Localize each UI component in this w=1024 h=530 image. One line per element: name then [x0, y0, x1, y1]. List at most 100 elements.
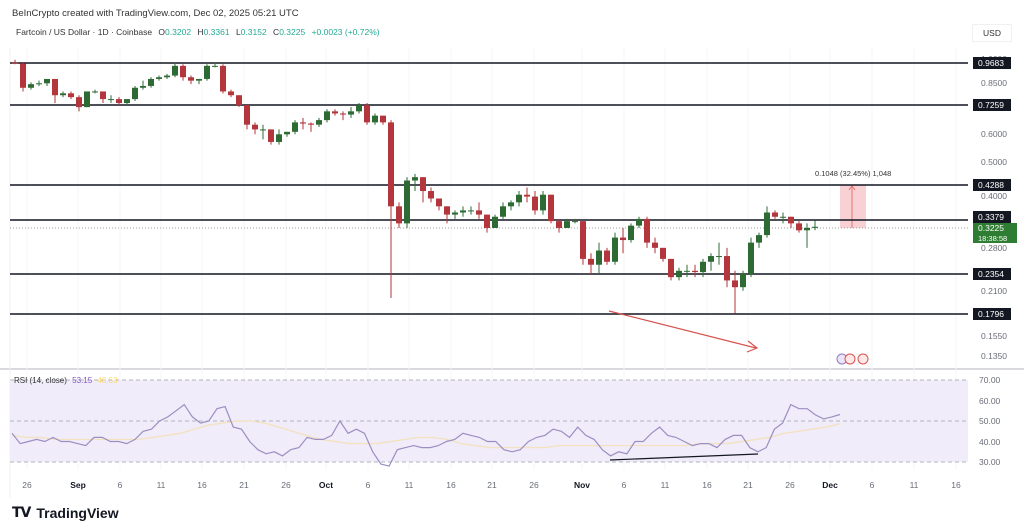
time-tick: 6 — [366, 480, 371, 490]
candle — [556, 221, 562, 228]
candle — [572, 221, 578, 223]
candle — [780, 216, 786, 218]
candle — [140, 85, 146, 88]
candlestick-series — [12, 59, 818, 314]
candle — [460, 210, 466, 213]
candle — [588, 258, 594, 265]
price-tick: 0.2800 — [981, 243, 1007, 253]
measure-label: 0.1048 (32.45%) 1,048 — [815, 169, 892, 178]
candle — [20, 63, 26, 88]
candle — [220, 65, 226, 92]
symbol-title[interactable]: Fartcoin / US Dollar · 1D · Coinbase — [16, 27, 153, 37]
time-tick: 11 — [661, 480, 670, 490]
candle — [628, 225, 634, 241]
candle — [244, 105, 250, 125]
candle — [36, 83, 42, 85]
candle — [468, 210, 474, 212]
candle — [60, 93, 66, 96]
rsi-title[interactable]: RSI (14, close) — [14, 376, 67, 385]
candle — [284, 131, 290, 135]
downtrend-arrow-head — [746, 340, 759, 353]
candle — [180, 65, 186, 78]
candle — [12, 62, 18, 64]
candle — [772, 212, 778, 217]
candle — [212, 65, 218, 67]
candle — [524, 194, 530, 197]
rsi-tick: 30.00 — [979, 457, 1001, 467]
measure-arrow-head — [848, 185, 856, 191]
candle — [540, 194, 546, 211]
downtrend-arrow[interactable] — [608, 310, 757, 349]
candle — [52, 78, 58, 96]
candle — [732, 280, 738, 288]
low-value: 0.3152 — [240, 27, 267, 37]
candle — [596, 250, 602, 265]
candle — [684, 270, 690, 272]
price-tick: 0.1350 — [981, 351, 1007, 361]
candle — [356, 105, 362, 112]
time-tick: 11 — [405, 480, 414, 490]
candle — [532, 196, 538, 211]
candle — [228, 91, 234, 96]
candle — [444, 206, 450, 215]
candle — [420, 177, 426, 192]
level-tag: 0.2354 — [978, 269, 1004, 279]
candle — [508, 202, 514, 207]
candle — [652, 242, 658, 248]
candle — [476, 210, 482, 215]
time-axis[interactable]: 26 Sep 6 11 16 21 26 Oct 6 11 16 21 26 Nov 6 11 16 21 26 De… — [22, 480, 961, 490]
candle — [148, 78, 154, 86]
candle — [164, 75, 170, 78]
candle — [92, 91, 98, 93]
symbol-legend: Fartcoin / US Dollar · 1D · Coinbase O 0.… — [16, 27, 380, 37]
candle — [348, 111, 354, 115]
time-tick: 26 — [529, 480, 539, 490]
price-tick: 0.2100 — [981, 286, 1007, 296]
candle — [564, 221, 570, 228]
low-label: L — [235, 27, 241, 37]
rsi-axis[interactable]: 70.00 60.00 50.00 40.00 30.00 — [979, 375, 1001, 467]
candle — [668, 258, 674, 278]
candle — [804, 227, 810, 231]
candle — [404, 180, 410, 224]
candle — [484, 214, 490, 228]
rsi-divergence-line[interactable] — [609, 453, 759, 461]
level-tag: 0.3379 — [978, 212, 1004, 222]
candle — [332, 111, 338, 114]
tradingview-logo[interactable]: TV TradingView — [12, 505, 119, 521]
close-label: C — [273, 27, 280, 37]
level-tag: 0.4288 — [978, 180, 1004, 190]
currency-selector[interactable]: USD — [972, 24, 1012, 42]
time-tick: 21 — [743, 480, 753, 490]
candle — [300, 122, 306, 124]
measure-box[interactable] — [840, 185, 866, 228]
candle — [500, 206, 506, 217]
candle — [436, 198, 442, 207]
candle — [788, 216, 794, 224]
high-label: H — [197, 27, 204, 37]
open-label: O — [158, 27, 166, 37]
level-lines[interactable] — [10, 62, 968, 315]
candle — [276, 134, 282, 142]
candle — [100, 91, 106, 100]
candle — [796, 223, 802, 231]
time-tick: 11 — [157, 480, 166, 490]
candle — [196, 78, 202, 81]
candle — [116, 99, 122, 104]
time-tick: Sep — [70, 480, 86, 490]
candle — [260, 129, 266, 131]
level-tags: 0.9683 0.7259 0.4288 0.3379 0.2354 0.179… — [973, 57, 1011, 320]
time-tick: Dec — [822, 480, 838, 490]
candle — [252, 124, 258, 130]
candle — [676, 270, 682, 278]
economic-event-icons[interactable] — [836, 353, 869, 365]
level-tag: 0.1796 — [978, 309, 1004, 319]
time-tick: 21 — [239, 480, 249, 490]
rsi-bands — [10, 379, 968, 463]
price-tick: 0.4000 — [981, 191, 1007, 201]
candle — [644, 218, 650, 243]
candle — [108, 99, 114, 101]
candle — [372, 115, 378, 123]
candle — [708, 256, 714, 262]
